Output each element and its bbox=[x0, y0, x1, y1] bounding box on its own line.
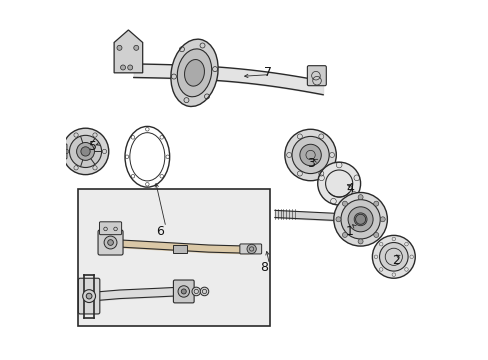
Circle shape bbox=[107, 240, 113, 246]
Circle shape bbox=[372, 235, 414, 278]
Circle shape bbox=[62, 128, 108, 175]
Text: 7: 7 bbox=[263, 66, 271, 79]
Text: 1: 1 bbox=[345, 225, 353, 238]
Circle shape bbox=[373, 201, 378, 206]
Circle shape bbox=[81, 147, 90, 156]
FancyBboxPatch shape bbox=[78, 278, 100, 314]
Circle shape bbox=[347, 207, 372, 232]
Ellipse shape bbox=[177, 49, 211, 97]
Circle shape bbox=[335, 217, 340, 222]
Circle shape bbox=[127, 65, 132, 70]
FancyBboxPatch shape bbox=[307, 66, 325, 86]
Bar bbox=[78, 189, 269, 327]
Circle shape bbox=[342, 233, 347, 238]
Circle shape bbox=[121, 65, 125, 70]
Circle shape bbox=[86, 293, 92, 299]
Circle shape bbox=[299, 144, 321, 166]
Circle shape bbox=[379, 243, 407, 271]
Circle shape bbox=[342, 201, 347, 206]
Circle shape bbox=[178, 286, 189, 297]
Text: 2: 2 bbox=[391, 254, 400, 267]
Circle shape bbox=[117, 45, 122, 50]
Circle shape bbox=[291, 136, 328, 174]
Circle shape bbox=[357, 239, 363, 244]
FancyBboxPatch shape bbox=[99, 222, 122, 235]
Circle shape bbox=[285, 129, 336, 181]
Circle shape bbox=[333, 193, 386, 246]
Text: 8: 8 bbox=[260, 261, 267, 274]
FancyBboxPatch shape bbox=[54, 144, 67, 159]
Ellipse shape bbox=[170, 39, 218, 107]
Circle shape bbox=[134, 45, 139, 50]
Circle shape bbox=[104, 236, 117, 249]
Circle shape bbox=[340, 200, 380, 239]
Text: 5: 5 bbox=[88, 140, 97, 153]
Circle shape bbox=[69, 135, 102, 167]
Circle shape bbox=[317, 162, 360, 205]
Circle shape bbox=[192, 287, 200, 296]
FancyBboxPatch shape bbox=[240, 244, 261, 254]
FancyBboxPatch shape bbox=[98, 230, 123, 255]
Ellipse shape bbox=[184, 59, 204, 86]
Circle shape bbox=[373, 233, 378, 238]
Bar bbox=[173, 245, 187, 252]
Circle shape bbox=[181, 289, 186, 294]
Circle shape bbox=[77, 143, 94, 160]
Circle shape bbox=[246, 244, 256, 253]
Circle shape bbox=[57, 147, 65, 156]
Circle shape bbox=[200, 287, 208, 296]
Text: 6: 6 bbox=[156, 225, 164, 238]
Circle shape bbox=[82, 290, 95, 302]
Text: 4: 4 bbox=[345, 183, 353, 195]
Polygon shape bbox=[114, 30, 142, 73]
Circle shape bbox=[380, 217, 385, 222]
Text: 3: 3 bbox=[306, 157, 314, 170]
Circle shape bbox=[353, 213, 366, 226]
Circle shape bbox=[357, 195, 363, 200]
FancyBboxPatch shape bbox=[173, 280, 194, 303]
